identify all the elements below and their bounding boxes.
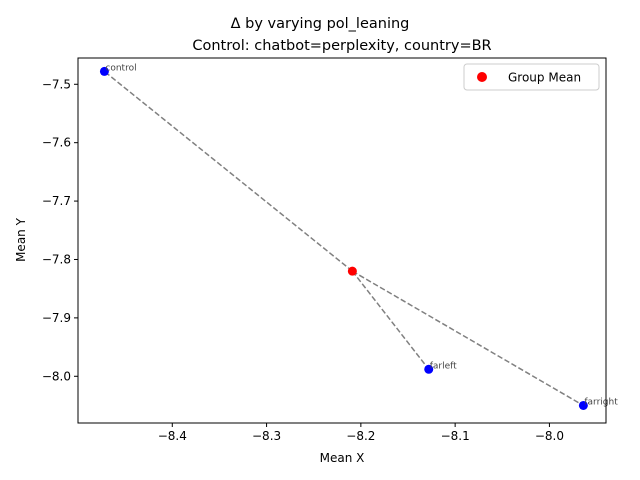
x-tick-label: −8.4	[158, 429, 187, 443]
chart-subtitle: Control: chatbot=perplexity, country=BR	[192, 38, 491, 54]
data-point-control	[99, 66, 109, 76]
y-tick-label: −7.6	[42, 136, 71, 150]
x-tick-label: −8.2	[346, 429, 375, 443]
connector-line-farleft	[351, 270, 430, 370]
y-tick-label: −7.7	[42, 194, 71, 208]
connector-line-farright	[351, 270, 584, 407]
connector-line-control	[103, 70, 353, 272]
legend-box	[463, 63, 600, 91]
x-axis-label: Mean X	[320, 451, 365, 465]
y-tick-label: −7.8	[42, 252, 71, 266]
x-tick-label: −8.1	[441, 429, 470, 443]
chart-title: Δ by varying pol_leaning	[231, 16, 410, 32]
point-label-farleft: farleft	[430, 361, 457, 371]
y-axis-label: Mean Y	[14, 217, 28, 262]
data-point-farright	[578, 400, 588, 410]
point-label-farright: farright	[584, 397, 618, 407]
y-tick-label: −8.0	[42, 369, 71, 383]
data-points: control farleft farright	[99, 63, 618, 410]
data-point-farleft	[424, 364, 434, 374]
group-mean-point	[347, 266, 357, 276]
legend: Group Mean	[463, 63, 600, 91]
y-tick-label: −7.9	[42, 311, 71, 325]
x-tick-label: −8.0	[535, 429, 564, 443]
x-axis-ticks: −8.4 −8.3 −8.2 −8.1 −8.0	[158, 423, 564, 443]
point-label-control: control	[105, 63, 136, 73]
y-axis-ticks: −7.5 −7.6 −7.7 −7.8 −7.9 −8.0	[42, 77, 78, 383]
y-tick-label: −7.5	[42, 77, 71, 91]
legend-label: Group Mean	[508, 71, 581, 85]
connector-lines	[103, 70, 584, 407]
plot-frame	[77, 57, 607, 424]
legend-marker	[477, 72, 487, 82]
x-tick-label: −8.3	[252, 429, 281, 443]
